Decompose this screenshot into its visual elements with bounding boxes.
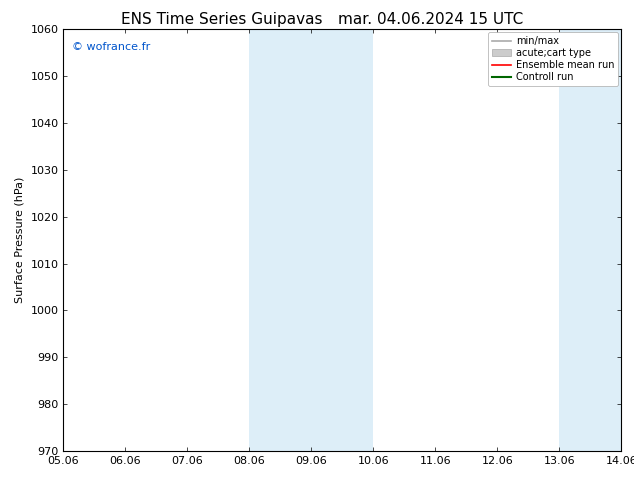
Bar: [249, 29, 311, 451]
Bar: [559, 29, 621, 451]
Text: mar. 04.06.2024 15 UTC: mar. 04.06.2024 15 UTC: [339, 12, 524, 27]
Text: © wofrance.fr: © wofrance.fr: [72, 42, 150, 52]
Legend: min/max, acute;cart type, Ensemble mean run, Controll run: min/max, acute;cart type, Ensemble mean …: [488, 32, 618, 86]
Text: ENS Time Series Guipavas: ENS Time Series Guipavas: [121, 12, 323, 27]
Bar: [311, 29, 373, 451]
Y-axis label: Surface Pressure (hPa): Surface Pressure (hPa): [15, 177, 25, 303]
